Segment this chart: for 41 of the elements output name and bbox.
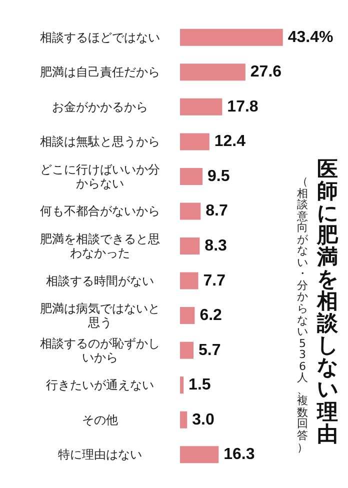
data-label: 5.7 — [198, 342, 221, 359]
y-tick-label: 肥満は病気ではないと思う — [40, 302, 160, 330]
data-label: 16.3 — [224, 446, 255, 464]
y-tick-label: 相談するほどではない — [40, 30, 160, 44]
chart-title: 医師に肥満を相談しない理由 — [317, 157, 339, 446]
data-label: 12.4 — [214, 133, 246, 150]
y-tick-label: 肥満は自己責任だから — [40, 65, 160, 80]
data-label: 6.2 — [200, 307, 222, 324]
data-label: 8.3 — [204, 238, 228, 254]
y-tick-label: 行きたいが通えない — [46, 378, 154, 392]
data-label: 17.8 — [227, 98, 258, 116]
y-tick-label: 肥満を相談できると思わなかった — [40, 232, 160, 260]
data-label: 1.5 — [188, 376, 211, 394]
data-label: 3.0 — [192, 411, 214, 428]
y-tick-label: 相談するのが恥ずかしいから — [40, 336, 160, 364]
data-label: 43.4% — [288, 28, 334, 46]
bar — [180, 446, 219, 464]
bar — [180, 98, 222, 116]
y-tick-label: 相談する時間がない — [46, 274, 154, 288]
bar — [180, 411, 188, 428]
bar — [180, 272, 198, 290]
bar — [180, 202, 201, 220]
bar — [180, 342, 194, 359]
text: （相談意向がない・分からない536人、複数回答） — [297, 175, 308, 454]
bar — [180, 133, 210, 150]
bar — [180, 376, 184, 394]
data-label: 9.5 — [208, 168, 230, 185]
y-tick-label: その他 — [82, 412, 118, 427]
y-tick-label: 相談は無駄と思うから — [40, 134, 160, 149]
y-tick-label: 特に理由はない — [58, 448, 142, 462]
data-label: 7.7 — [203, 272, 226, 290]
bar — [180, 307, 195, 324]
data-label: 27.6 — [250, 64, 282, 81]
y-tick-label: 何も不都合がないから — [40, 204, 160, 218]
bar — [180, 64, 246, 81]
bar — [180, 168, 203, 185]
y-tick-label: どこに行けばいいか分からない — [40, 162, 160, 190]
bar — [180, 238, 200, 254]
bar — [180, 28, 283, 46]
y-tick-label: お金がかかるから — [52, 100, 148, 114]
data-label: 8.7 — [206, 202, 228, 220]
